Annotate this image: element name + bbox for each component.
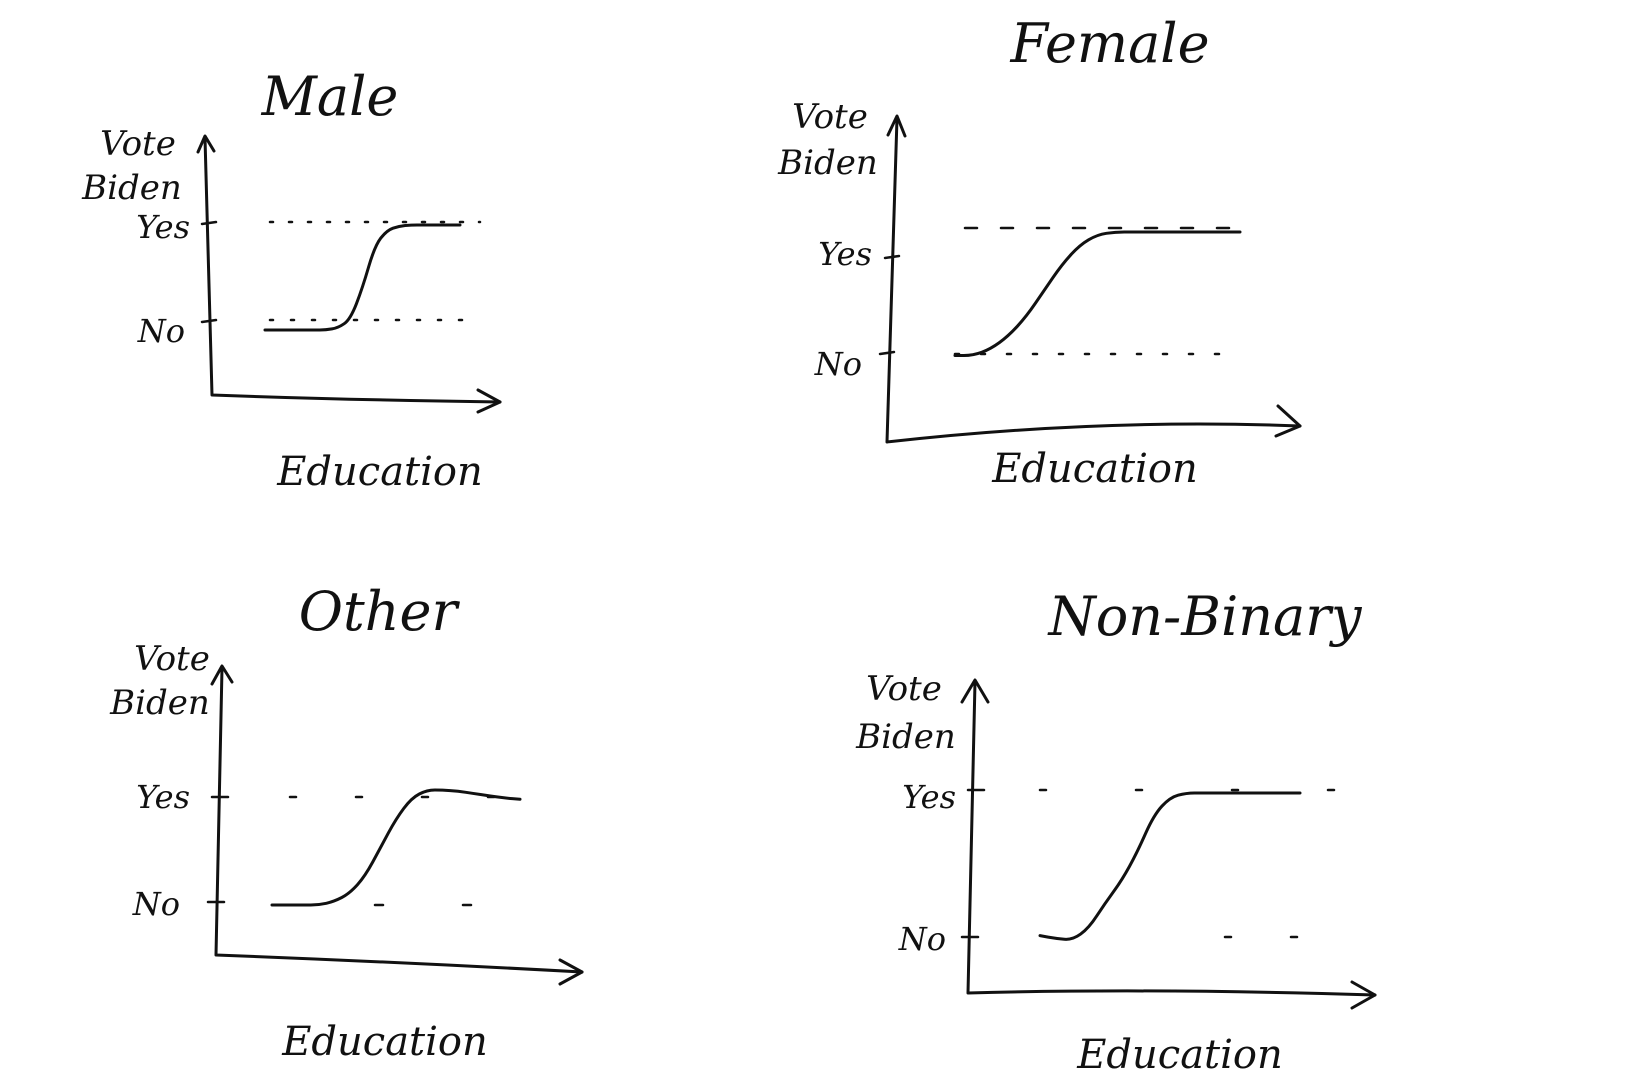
y-tick-label: Yes (902, 778, 956, 816)
tick-mark (878, 350, 896, 356)
y-tick-label: Yes (136, 778, 190, 816)
y-tick-label: Yes (818, 235, 872, 273)
y-axis-label-line: Biden (109, 683, 210, 723)
y-axis-label-line: Biden (81, 168, 182, 208)
tick-mark (883, 254, 901, 260)
panel-non-binary: Non-Binary Vote Biden Yes No Education (855, 585, 1377, 1078)
x-axis-label: Education (991, 446, 1198, 492)
panel-other: Other Vote Biden Yes No Education (109, 580, 584, 1065)
y-tick-label: No (814, 345, 862, 383)
chart-title: Non-Binary (1046, 585, 1363, 648)
y-axis-label-line: Biden (777, 143, 878, 183)
tick-mark (200, 220, 218, 226)
y-axis-arrow (886, 114, 907, 138)
y-axis-label-line: Vote (866, 669, 942, 709)
y-tick-label: No (132, 885, 180, 923)
x-axis-arrow (476, 388, 502, 414)
y-axis-arrow (960, 678, 990, 704)
panel-male: Male Vote Biden Yes No Education (81, 65, 502, 495)
tick-mark (200, 318, 218, 324)
y-axis-arrow (210, 664, 234, 686)
axes (203, 136, 502, 404)
chart-title: Male (261, 65, 399, 128)
y-axis-label-line: Biden (855, 717, 956, 757)
x-axis-arrow (558, 958, 584, 986)
panel-female: Female Vote Biden Yes No Education (777, 12, 1302, 492)
axes (885, 116, 1302, 444)
y-axis-label: Vote Biden (855, 669, 956, 757)
series-line (953, 230, 1242, 357)
y-axis-label: Vote Biden (109, 639, 210, 723)
y-axis-label: Vote Biden (777, 97, 878, 183)
y-tick-label: Yes (136, 208, 190, 246)
y-axis-label-line: Vote (100, 124, 176, 164)
y-axis-arrow (196, 134, 216, 154)
y-tick-label: No (137, 312, 185, 350)
series-line (1038, 791, 1302, 941)
y-tick-label: No (898, 920, 946, 958)
series-line (263, 223, 462, 332)
axes (214, 666, 584, 974)
chart-title: Female (1009, 12, 1209, 75)
axes (966, 680, 1377, 997)
x-axis-label: Education (281, 1019, 488, 1065)
chart-title: Other (299, 580, 461, 643)
x-axis-label: Education (276, 449, 483, 495)
y-axis-label-line: Vote (134, 639, 210, 679)
y-axis-label-line: Vote (792, 97, 868, 137)
series-line (270, 788, 522, 907)
x-axis-arrow (1274, 404, 1302, 438)
x-axis-label: Education (1076, 1032, 1283, 1078)
x-axis-arrow (1350, 980, 1377, 1010)
y-axis-label: Vote Biden (81, 124, 182, 208)
